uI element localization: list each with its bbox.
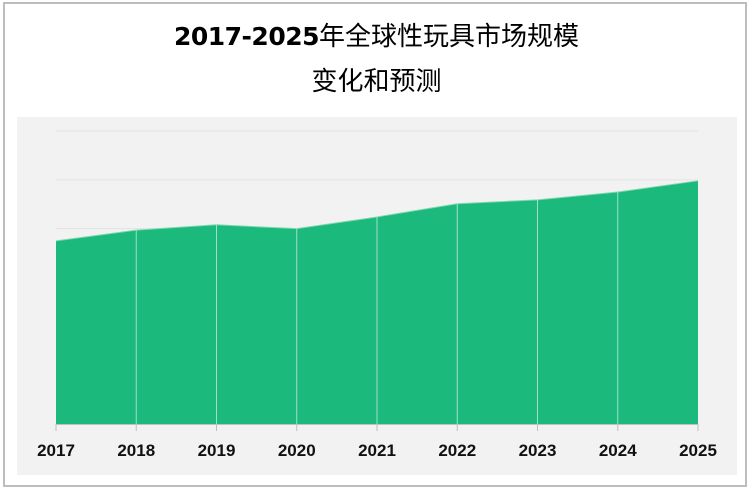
chart-title-years: 2017-2025 — [173, 22, 320, 51]
x-axis-label: 2021 — [358, 441, 396, 460]
x-axis-label: 2020 — [277, 441, 316, 460]
chart-title-text: 年全球性玩具市场规模 — [319, 22, 580, 52]
x-axis — [55, 424, 699, 431]
x-axis-label: 2022 — [438, 441, 477, 460]
category-separators — [135, 192, 619, 424]
x-axis-label: 2025 — [679, 441, 717, 460]
x-axis-label: 2019 — [197, 441, 236, 460]
x-axis-label: 2017 — [37, 441, 75, 460]
chart-title-line-2: 变化和预测 — [311, 67, 442, 97]
x-axis-label: 2023 — [518, 441, 557, 460]
chart-title-line-1: 2017-2025年全球性玩具市场规模 — [0, 22, 753, 52]
x-axis-label: 2018 — [117, 441, 156, 460]
x-axis-label: 2024 — [598, 441, 637, 460]
